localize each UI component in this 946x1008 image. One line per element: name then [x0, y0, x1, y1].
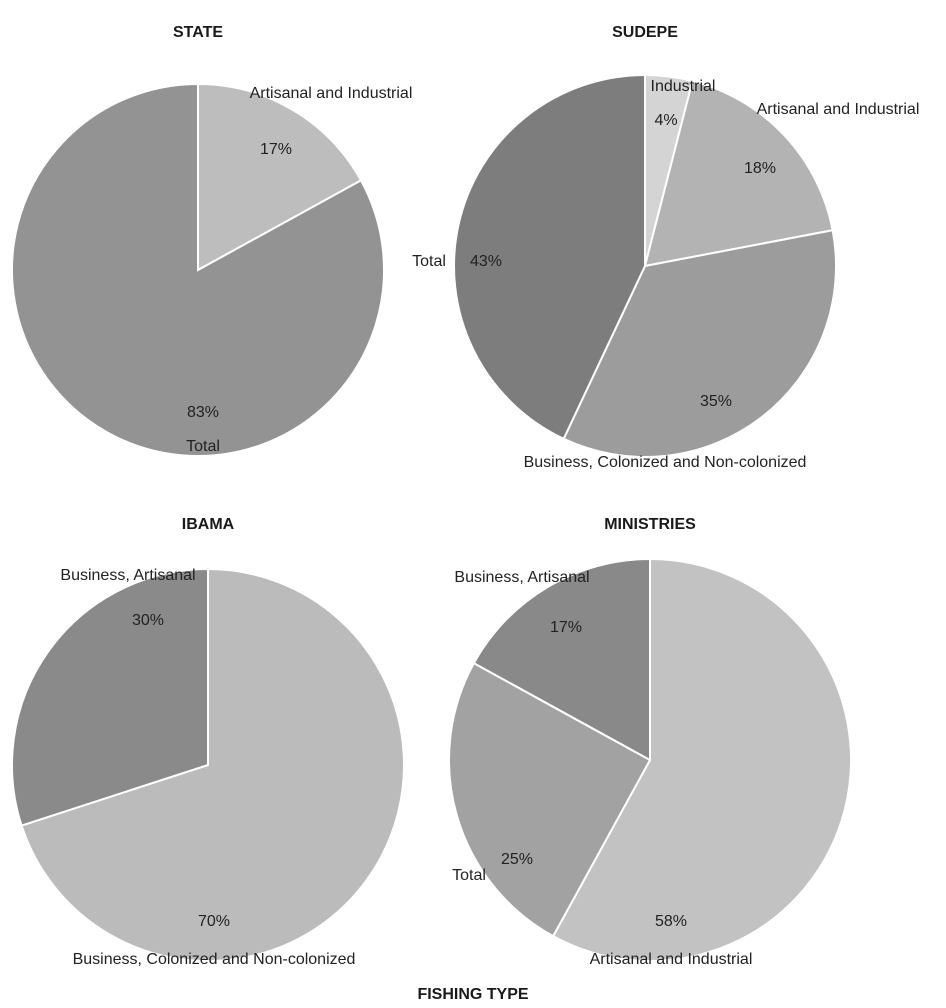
category-label-sudepe-business-colonized: Business, Colonized and Non-colonized — [524, 454, 807, 471]
data-label-ibama-business-colonized: 70% — [198, 913, 230, 930]
pie-title-sudepe: SUDEPE — [612, 24, 678, 41]
pie-slice-state-artisanal-and-industrial — [197, 82, 363, 272]
pie-slice-sudepe-business-colonized-and-non-colonized — [562, 229, 837, 458]
data-label-sudepe-artisanal-industrial: 18% — [744, 160, 776, 177]
pie-slice-ministries-artisanal-and-industrial — [551, 557, 852, 962]
data-label-sudepe-industrial: 4% — [654, 112, 677, 129]
category-label-sudepe-artisanal-industrial: Artisanal and Industrial — [757, 101, 920, 118]
pie-slice-ibama-business-colonized-and-non-colonized — [20, 567, 405, 962]
category-label-sudepe-industrial: Industrial — [651, 78, 716, 95]
pie-slice-sudepe-total — [453, 73, 646, 441]
data-label-ministries-total: 25% — [501, 851, 533, 868]
pie-slice-ministries-business-artisanal — [472, 557, 651, 762]
data-label-ibama-business-artisanal: 30% — [132, 612, 164, 629]
pie-slice-state-total — [11, 82, 385, 457]
data-label-ministries-business-artisanal: 17% — [550, 619, 582, 636]
category-label-ibama-business-artisanal: Business, Artisanal — [60, 567, 195, 584]
category-label-state-artisanal-industrial: Artisanal and Industrial — [250, 85, 413, 102]
pie-slice-sudepe-artisanal-and-industrial — [643, 79, 834, 268]
data-label-ministries-artisanal-industrial: 58% — [655, 913, 687, 930]
category-label-sudepe-total: Total — [412, 253, 446, 270]
category-label-ministries-artisanal-industrial: Artisanal and Industrial — [590, 951, 753, 968]
pie-slice-ministries-total — [448, 661, 652, 938]
data-label-state-artisanal-industrial: 17% — [260, 141, 292, 158]
pie-slice-ibama-business-artisanal — [11, 567, 209, 827]
category-label-ministries-total: Total — [452, 867, 486, 884]
category-label-ibama-business-colonized: Business, Colonized and Non-colonized — [73, 951, 356, 968]
footer-title: FISHING TYPE — [417, 986, 528, 1003]
category-label-ministries-business-artisanal: Business, Artisanal — [454, 569, 589, 586]
pie-title-ibama: IBAMA — [182, 516, 235, 533]
category-label-state-total: Total — [186, 438, 220, 455]
pie-slices — [11, 73, 852, 962]
data-label-state-total: 83% — [187, 404, 219, 421]
pie-title-state: STATE — [173, 24, 223, 41]
data-label-sudepe-business-colonized: 35% — [700, 393, 732, 410]
data-label-sudepe-total: 43% — [470, 253, 502, 270]
pie-title-ministries: MINISTRIES — [604, 516, 696, 533]
